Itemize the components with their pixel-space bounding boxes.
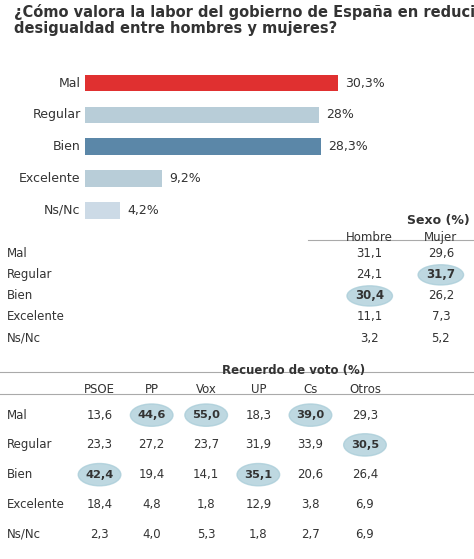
Text: 19,4: 19,4 [138, 468, 165, 481]
Text: 29,3: 29,3 [352, 409, 378, 421]
Text: 6,9: 6,9 [356, 498, 374, 511]
Text: Mal: Mal [59, 77, 81, 89]
Circle shape [130, 404, 173, 427]
Text: Recuerdo de voto (%): Recuerdo de voto (%) [222, 364, 365, 377]
FancyBboxPatch shape [85, 139, 321, 155]
Text: 3,8: 3,8 [301, 498, 320, 511]
Text: 3,2: 3,2 [360, 331, 379, 344]
Circle shape [344, 434, 386, 456]
Circle shape [78, 463, 121, 486]
Text: 14,1: 14,1 [193, 468, 219, 481]
Text: 4,2%: 4,2% [128, 204, 159, 217]
Text: 23,3: 23,3 [87, 438, 112, 452]
Text: 18,3: 18,3 [246, 409, 271, 421]
Text: Bien: Bien [7, 290, 33, 302]
Text: 28,3%: 28,3% [328, 140, 368, 153]
Text: UP: UP [251, 383, 266, 396]
Text: 7,3: 7,3 [431, 310, 450, 324]
Text: 30,5: 30,5 [351, 440, 379, 450]
Text: 31,9: 31,9 [245, 438, 272, 452]
Circle shape [237, 463, 280, 486]
Text: 42,4: 42,4 [85, 470, 114, 480]
Text: 30,4: 30,4 [355, 290, 384, 302]
Text: 35,1: 35,1 [244, 470, 273, 480]
Text: 4,0: 4,0 [142, 528, 161, 541]
FancyBboxPatch shape [85, 107, 319, 123]
Text: 6,9: 6,9 [356, 528, 374, 541]
Text: 20,6: 20,6 [297, 468, 324, 481]
Text: 18,4: 18,4 [86, 498, 113, 511]
Text: 31,7: 31,7 [426, 268, 456, 281]
Text: Sexo (%): Sexo (%) [407, 214, 469, 226]
Text: 23,7: 23,7 [193, 438, 219, 452]
Text: 26,2: 26,2 [428, 290, 454, 302]
Text: 5,2: 5,2 [431, 331, 450, 344]
Text: 26,4: 26,4 [352, 468, 378, 481]
Text: 13,6: 13,6 [86, 409, 113, 421]
Text: PSOE: PSOE [84, 383, 115, 396]
Text: Otros: Otros [349, 383, 381, 396]
Text: 30,3%: 30,3% [345, 77, 384, 89]
Text: 5,3: 5,3 [197, 528, 216, 541]
Text: PP: PP [145, 383, 159, 396]
Text: Hombre: Hombre [346, 231, 393, 244]
Circle shape [347, 286, 392, 306]
Text: Bien: Bien [53, 140, 81, 153]
Text: 4,8: 4,8 [142, 498, 161, 511]
Text: Regular: Regular [7, 438, 53, 452]
Circle shape [185, 404, 228, 427]
FancyBboxPatch shape [85, 202, 120, 219]
Text: Excelente: Excelente [19, 172, 81, 185]
FancyBboxPatch shape [85, 75, 338, 91]
Text: Cs: Cs [303, 383, 318, 396]
Text: 33,9: 33,9 [298, 438, 323, 452]
Text: Mal: Mal [7, 247, 28, 260]
Text: 27,2: 27,2 [138, 438, 165, 452]
Circle shape [418, 265, 464, 285]
Text: 2,7: 2,7 [301, 528, 320, 541]
Text: 12,9: 12,9 [245, 498, 272, 511]
Text: Vox: Vox [196, 383, 217, 396]
Circle shape [289, 404, 332, 427]
Text: 24,1: 24,1 [356, 268, 383, 281]
Text: Mal: Mal [7, 409, 28, 421]
Text: Mujer: Mujer [424, 231, 457, 244]
Text: 11,1: 11,1 [356, 310, 383, 324]
Text: 44,6: 44,6 [137, 410, 166, 420]
Text: 1,8: 1,8 [197, 498, 216, 511]
Text: Bien: Bien [7, 468, 33, 481]
Text: 2,3: 2,3 [90, 528, 109, 541]
Text: 1,8: 1,8 [249, 528, 268, 541]
FancyBboxPatch shape [85, 170, 162, 187]
Text: desigualdad entre hombres y mujeres?: desigualdad entre hombres y mujeres? [14, 21, 337, 36]
Text: Regular: Regular [32, 108, 81, 121]
Text: 28%: 28% [326, 108, 354, 121]
Text: 31,1: 31,1 [356, 247, 383, 260]
Text: Regular: Regular [7, 268, 53, 281]
Text: ¿Cómo valora la labor del gobierno de España en reducir la: ¿Cómo valora la labor del gobierno de Es… [14, 4, 474, 20]
Text: 39,0: 39,0 [296, 410, 325, 420]
Text: Ns/Nc: Ns/Nc [7, 528, 41, 541]
Text: 55,0: 55,0 [192, 410, 220, 420]
Text: Excelente: Excelente [7, 310, 65, 324]
Text: 9,2%: 9,2% [169, 172, 201, 185]
Text: Ns/Nc: Ns/Nc [44, 204, 81, 217]
Text: Excelente: Excelente [7, 498, 65, 511]
Text: Ns/Nc: Ns/Nc [7, 331, 41, 344]
Text: 29,6: 29,6 [428, 247, 454, 260]
